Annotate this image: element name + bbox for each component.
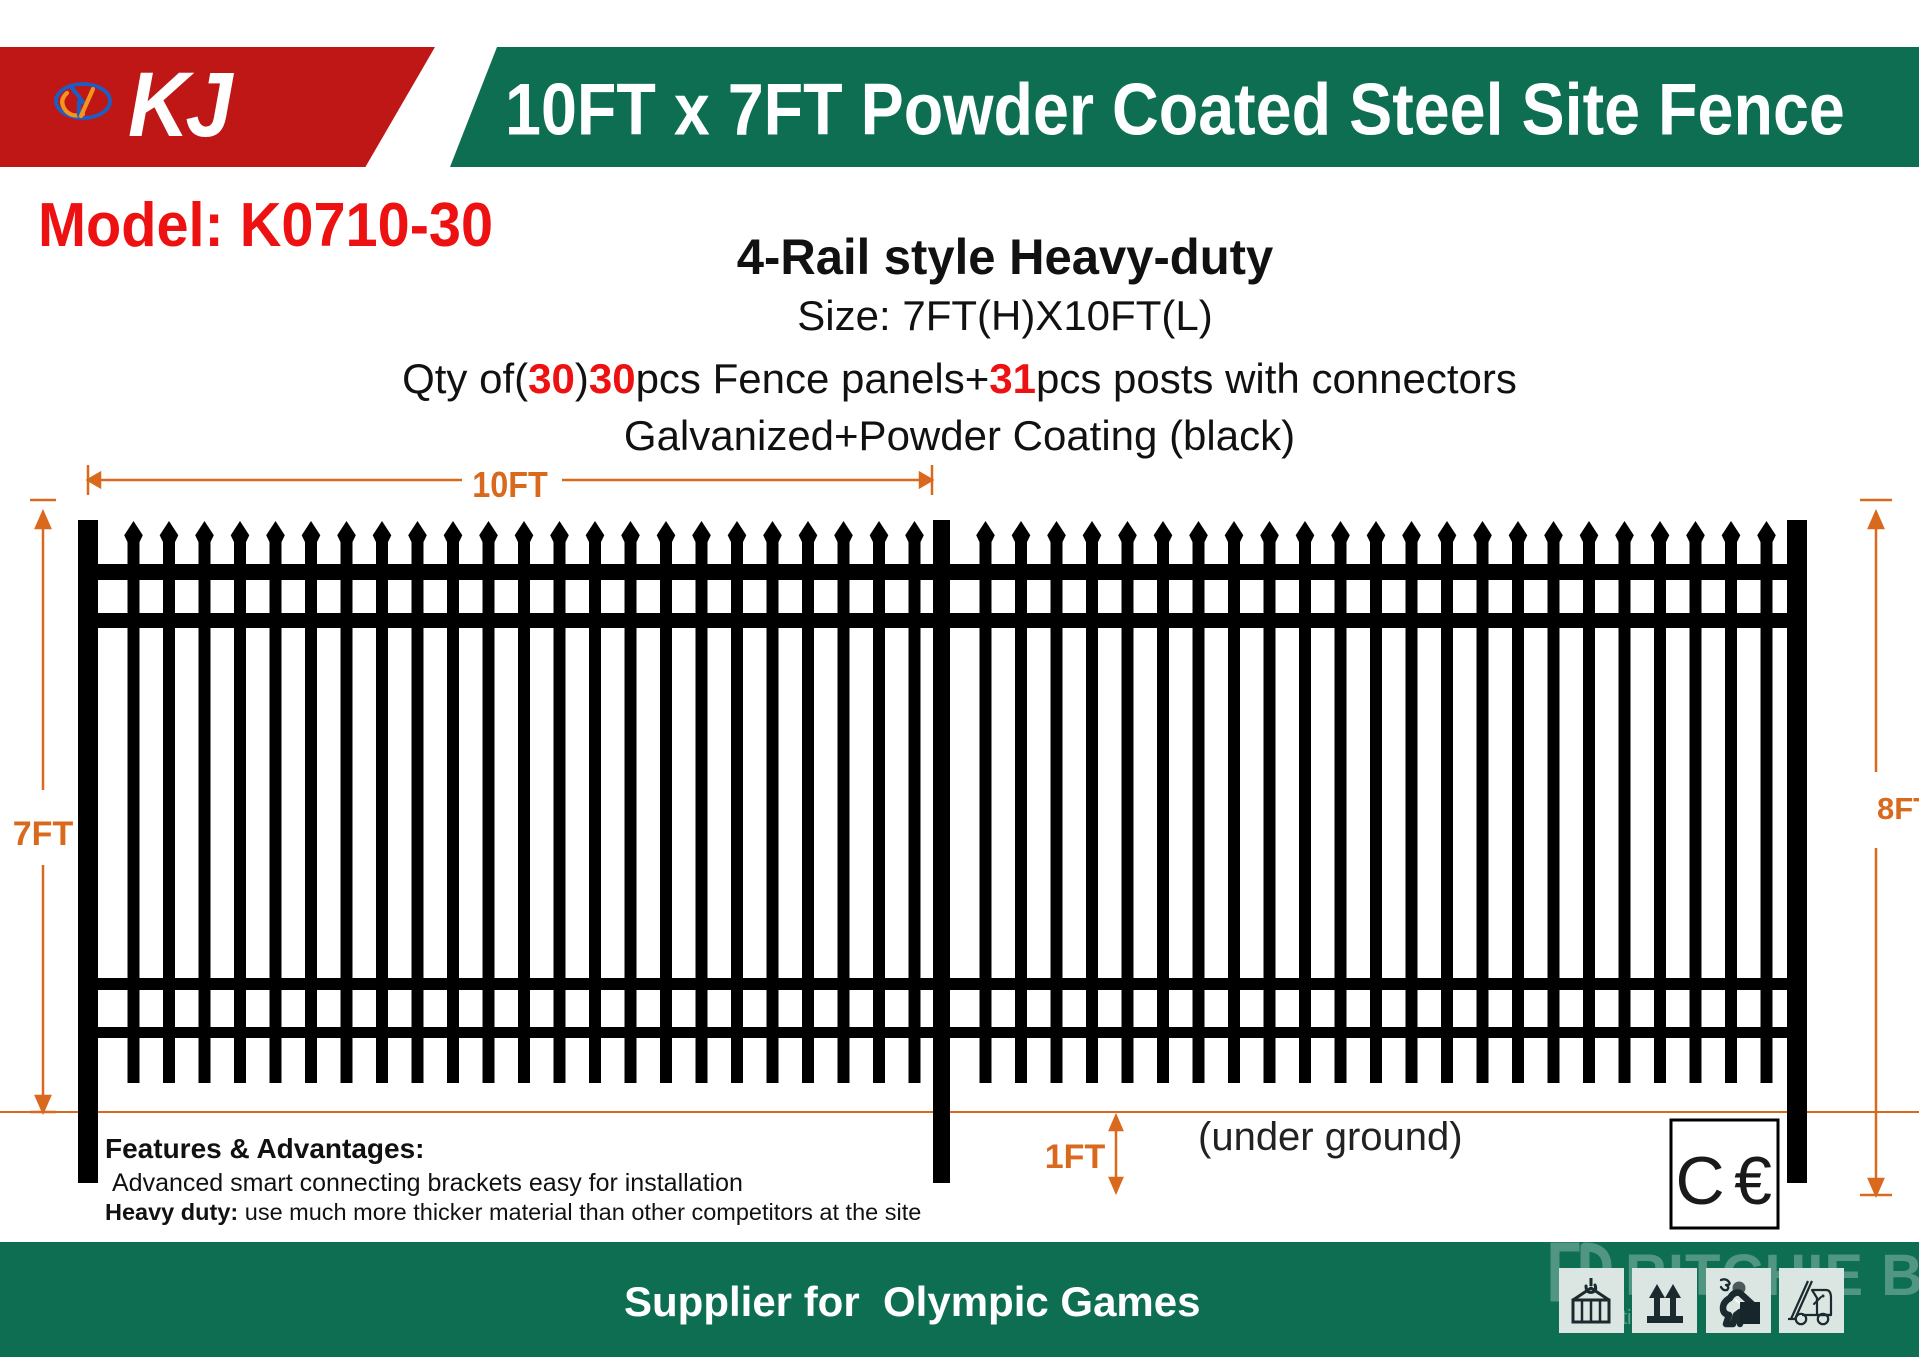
svg-text:(under ground): (under ground) [1198, 1115, 1463, 1159]
svg-text:Features & Advantages:: Features & Advantages: [105, 1133, 425, 1164]
svg-text:C: C [1675, 1143, 1724, 1219]
svg-text:1FT: 1FT [1045, 1138, 1106, 1176]
svg-text:Heavy duty: use much more thic: Heavy duty: use much more thicker materi… [105, 1199, 921, 1225]
svg-text:7FT: 7FT [13, 815, 74, 853]
svg-text:€: € [1734, 1143, 1772, 1219]
svg-text:10FT: 10FT [472, 465, 548, 505]
svg-text:Advanced smart connecting brac: Advanced smart connecting brackets easy … [112, 1169, 743, 1197]
svg-text:8FT: 8FT [1877, 791, 1919, 826]
